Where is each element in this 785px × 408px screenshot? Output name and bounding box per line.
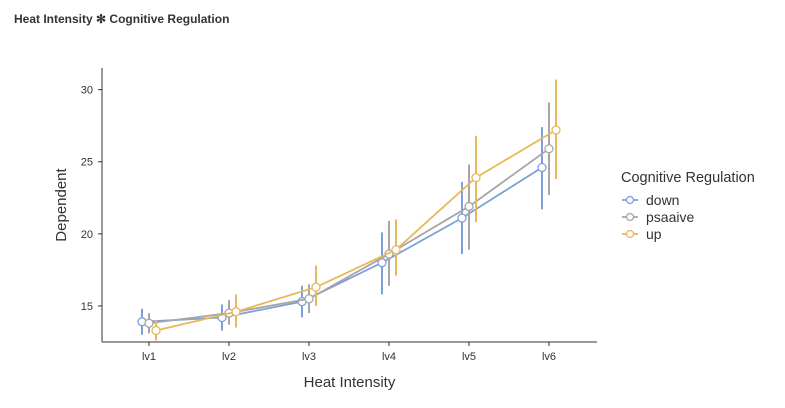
series-up	[151, 79, 561, 341]
data-point	[457, 213, 467, 223]
data-point	[144, 318, 154, 328]
axes: 15 20 25 30 lv1 lv2 lv3 lv4 lv5 lv6 Heat Intensity…	[53, 68, 597, 391]
x-tick-label: lv5	[462, 351, 476, 363]
data-point	[471, 172, 481, 183]
legend-item-up: up	[622, 226, 662, 242]
x-tick-label: lv4	[382, 351, 396, 363]
data-point	[304, 294, 314, 304]
x-tick-label: lv6	[542, 351, 556, 363]
series-psaaive	[144, 102, 554, 334]
legend-key-point	[625, 212, 635, 222]
series-line	[148, 148, 550, 325]
x-tick-label: lv2	[222, 351, 236, 363]
series-line	[141, 166, 543, 323]
legend-label: up	[646, 226, 662, 242]
legend-item-psaaive: psaaive	[622, 209, 694, 225]
data-point	[464, 201, 474, 212]
x-axis-title: Heat Intensity	[304, 374, 396, 391]
legend-label: down	[646, 192, 679, 208]
y-tick-label: 30	[81, 85, 93, 97]
data-point	[544, 144, 554, 154]
x-tick-label: lv3	[302, 351, 316, 363]
series-line	[155, 129, 557, 332]
legend-label: psaaive	[646, 209, 694, 225]
y-tick-label: 25	[81, 157, 93, 169]
legend-key-point	[625, 195, 635, 205]
data-point	[537, 162, 547, 173]
data-point	[151, 325, 161, 336]
series-down	[137, 127, 547, 335]
x-tick-label: lv1	[142, 351, 156, 363]
legend-title: Cognitive Regulation	[621, 170, 755, 186]
chart-title: Heat Intensity ✻ Cognitive Regulation	[14, 12, 230, 26]
y-axis-title: Dependent	[53, 167, 70, 241]
y-tick-label: 15	[81, 301, 93, 313]
data-point	[311, 282, 321, 292]
data-point	[391, 245, 401, 255]
series-group	[137, 79, 561, 341]
data-point	[551, 125, 561, 135]
legend-item-down: down	[622, 192, 679, 208]
y-tick-label: 20	[81, 229, 93, 241]
data-point	[231, 307, 241, 317]
legend-key-point	[625, 229, 635, 239]
